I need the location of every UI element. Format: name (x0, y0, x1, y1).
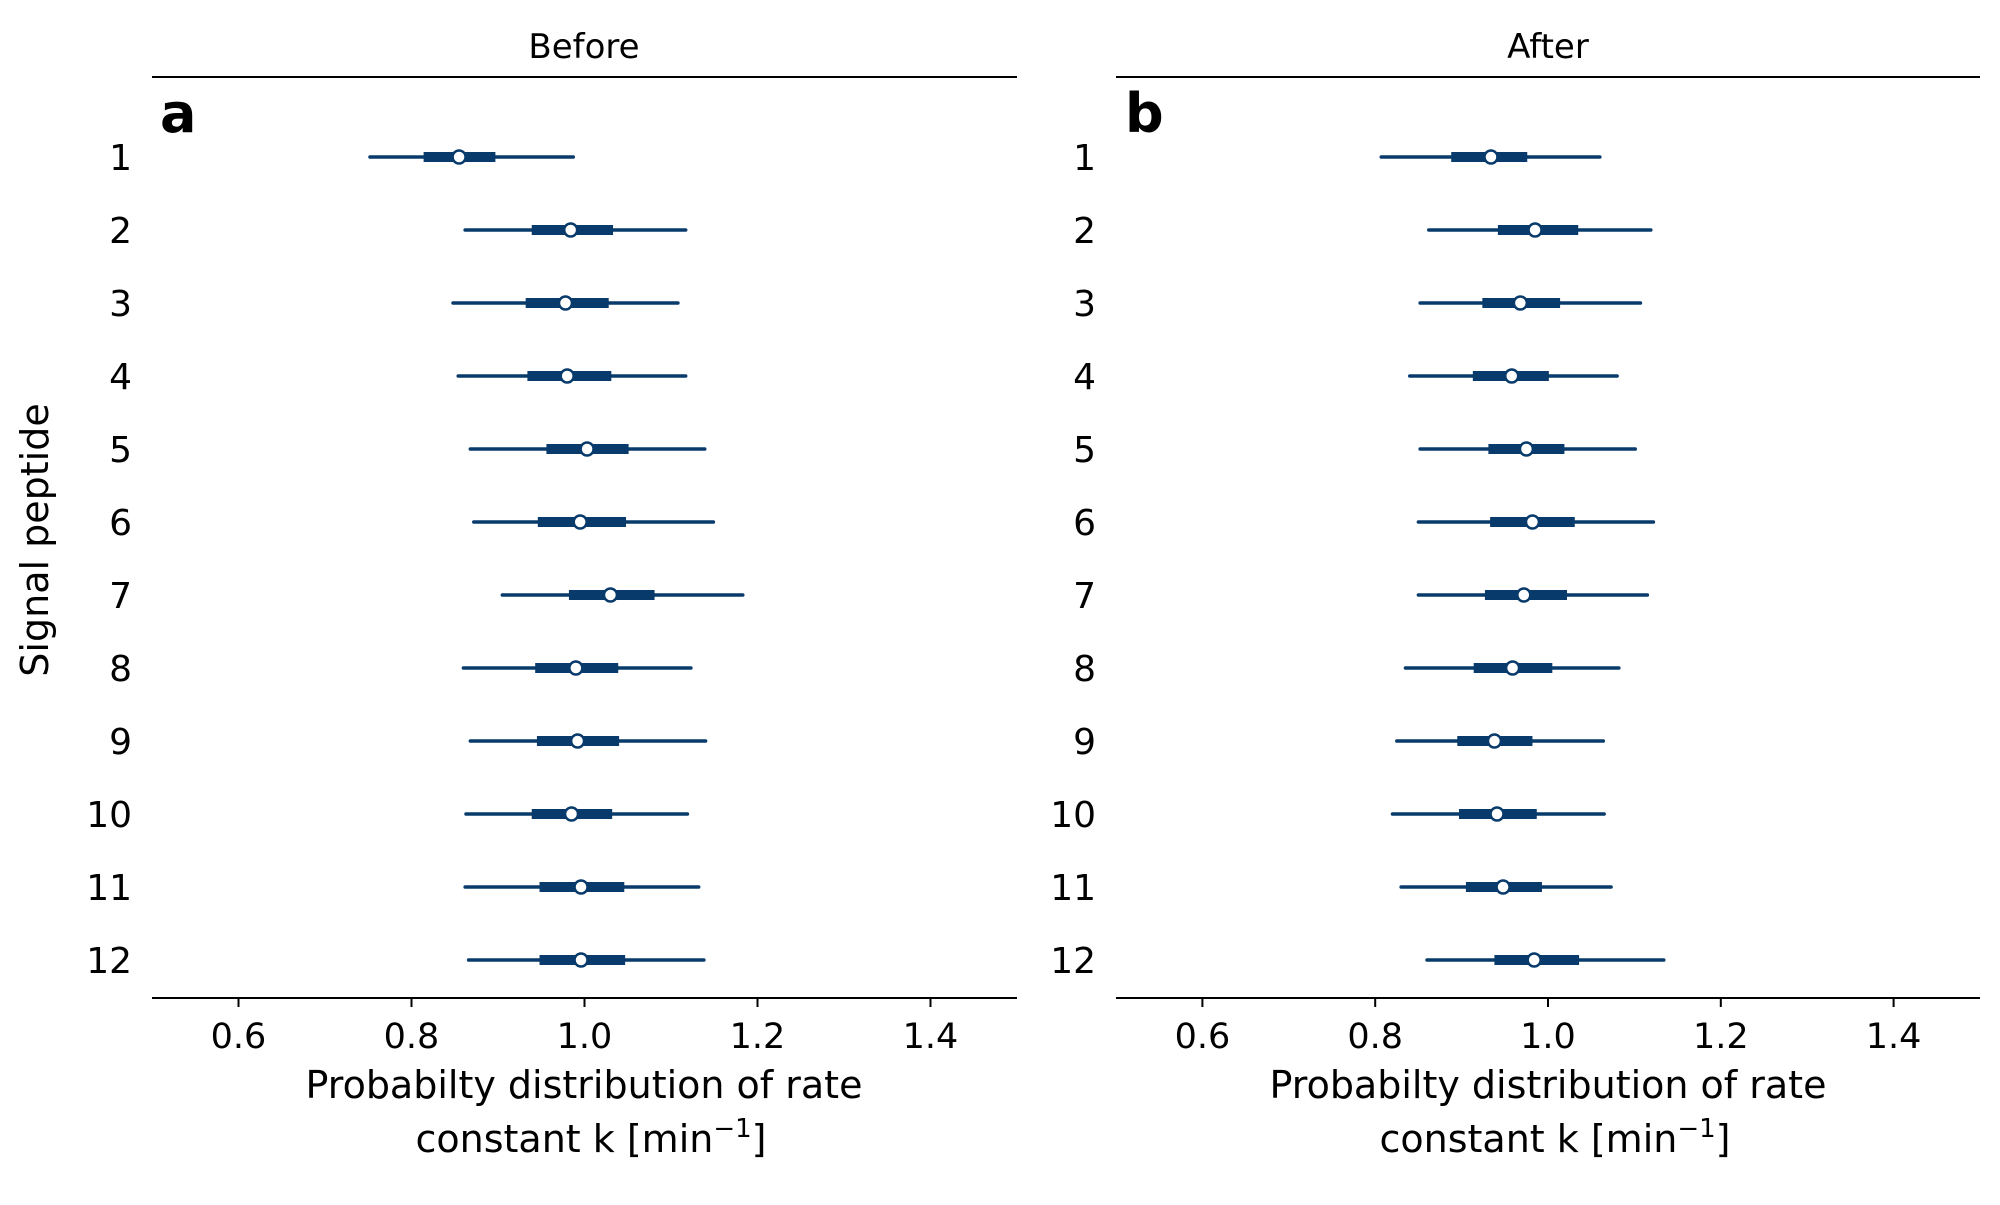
x-tick-label: 1.0 (1520, 1017, 1576, 1057)
x-tick-label: 1.4 (1866, 1017, 1922, 1057)
y-tick-label: 4 (1073, 357, 1096, 398)
median-point (602, 587, 619, 603)
median-point (568, 660, 584, 676)
y-tick-label: 12 (1050, 941, 1096, 982)
y-tick-label: 2 (1073, 211, 1096, 252)
y-tick-label: 11 (86, 868, 132, 909)
x-tick-label: 0.8 (384, 1017, 440, 1057)
y-tick-label: 3 (109, 284, 132, 325)
y-tick-label: 8 (109, 649, 132, 690)
y-tick-label: 9 (109, 722, 132, 763)
y-axis-label: Signal peptide (13, 403, 57, 676)
median-point (562, 222, 579, 238)
y-tick-label: 7 (1073, 576, 1096, 617)
y-tick-label: 10 (86, 795, 132, 836)
y-tick-label: 2 (109, 211, 132, 252)
x-tick-label: 0.6 (1175, 1017, 1231, 1057)
median-point (573, 879, 589, 895)
y-tick-label: 1 (1073, 138, 1096, 179)
median-point (1512, 295, 1529, 311)
y-tick-label: 8 (1073, 649, 1096, 690)
panel-a-xlabel-line1: Probabilty distribution of rate (306, 1063, 863, 1107)
median-point (563, 806, 580, 822)
y-tick-label: 6 (1073, 503, 1096, 544)
panel-a-xlabel-line2: constant k [min−1] (416, 1114, 767, 1161)
y-tick-label: 7 (109, 576, 132, 617)
median-point (1503, 368, 1520, 384)
y-tick-label: 12 (86, 941, 132, 982)
panel-b-xlabel-line2: constant k [min−1] (1380, 1114, 1731, 1161)
y-tick-label: 11 (1050, 868, 1096, 909)
median-point (1527, 222, 1543, 238)
panel-b-xlabel-line1: Probabilty distribution of rate (1270, 1063, 1827, 1107)
median-point (1483, 149, 1499, 165)
y-tick-label: 5 (109, 430, 132, 471)
y-tick-label: 1 (109, 138, 132, 179)
y-tick-label: 5 (1073, 430, 1096, 471)
median-point (573, 952, 589, 968)
x-tick-label: 1.4 (903, 1017, 959, 1057)
median-point (559, 368, 575, 384)
x-tick-label: 1.0 (557, 1017, 613, 1057)
panel-b-label: b (1125, 82, 1164, 145)
median-point (451, 149, 467, 165)
panel-a-title: Before (528, 27, 639, 67)
x-tick-label: 1.2 (730, 1017, 786, 1057)
median-point (1486, 733, 1503, 749)
x-tick-label: 0.6 (211, 1017, 267, 1057)
median-point (1495, 879, 1511, 895)
median-point (569, 733, 586, 749)
x-tick-label: 1.2 (1693, 1017, 1749, 1057)
panel-a-label: a (160, 82, 196, 145)
median-point (1518, 441, 1535, 457)
median-point (1524, 514, 1541, 530)
panel-b: After b Probabilty distribution of rate … (1050, 27, 1980, 1161)
median-point (1516, 587, 1532, 603)
y-tick-label: 10 (1050, 795, 1096, 836)
median-point (557, 295, 574, 311)
median-point (572, 514, 588, 530)
median-point (579, 441, 595, 457)
y-tick-label: 6 (109, 503, 132, 544)
median-point (1504, 660, 1521, 676)
y-tick-label: 9 (1073, 722, 1096, 763)
panel-b-title: After (1507, 27, 1589, 67)
x-tick-label: 0.8 (1347, 1017, 1403, 1057)
y-tick-label: 3 (1073, 284, 1096, 325)
median-point (1526, 952, 1542, 968)
y-tick-label: 4 (109, 357, 132, 398)
median-point (1489, 806, 1505, 822)
panel-a: Before a Probabilty distribution of rate… (86, 27, 1017, 1161)
